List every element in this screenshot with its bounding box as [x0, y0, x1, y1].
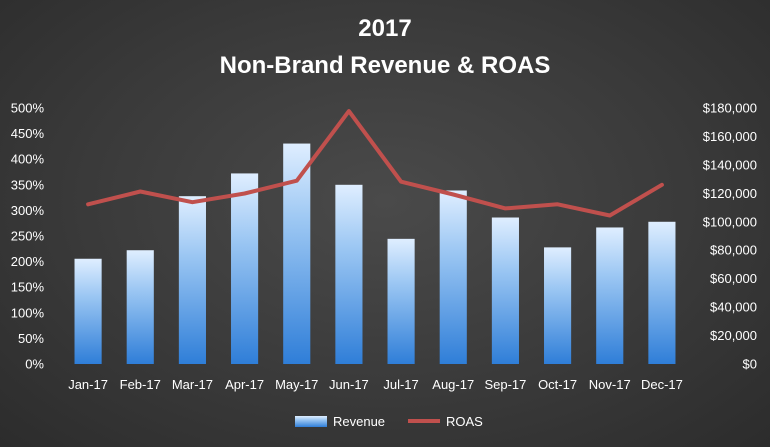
revenue-bar	[283, 143, 311, 364]
revenue-bar	[387, 238, 415, 364]
left-axis-ticks: 0% 50% 100% 150% 200% 250% 300% 350% 400% 450% 500…	[11, 101, 45, 372]
revenue-bar	[335, 184, 363, 364]
x-axis-tick-label: Apr-17	[225, 377, 264, 392]
x-axis-tick-label: Jan-17	[68, 377, 108, 392]
left-axis-tick-label: 0%	[25, 357, 44, 372]
revenue-bar	[126, 250, 154, 364]
x-axis-ticks: Jan-17 Feb-17 Mar-17 Apr-17 May-17 Jun-17 Jul-…	[68, 377, 683, 392]
left-axis-tick-label: 350%	[11, 177, 45, 192]
left-axis-tick-label: 250%	[11, 229, 45, 244]
chart-subtitle: Non-Brand Revenue & ROAS	[220, 52, 551, 79]
revenue-bar	[648, 221, 676, 364]
revenue-bar	[231, 173, 259, 364]
left-axis-tick-label: 400%	[11, 152, 45, 167]
left-axis-tick-label: 50%	[18, 331, 44, 346]
legend-label-revenue: Revenue	[333, 414, 385, 429]
revenue-bar	[491, 217, 519, 364]
revenue-bar	[544, 247, 572, 364]
legend-swatch-revenue	[295, 416, 327, 427]
revenue-bar	[74, 258, 102, 364]
x-axis-tick-label: Dec-17	[641, 377, 683, 392]
right-axis-tick-label: $20,000	[710, 328, 757, 343]
x-axis-tick-label: Sep-17	[484, 377, 526, 392]
right-axis-tick-label: $80,000	[710, 243, 757, 258]
revenue-bar	[178, 196, 206, 364]
right-axis-tick-label: $0	[743, 357, 757, 372]
x-axis-tick-label: Mar-17	[172, 377, 213, 392]
revenue-bar	[439, 190, 467, 364]
roas-line-layer	[86, 109, 664, 218]
left-axis-tick-label: 500%	[11, 101, 45, 116]
right-axis-tick-label: $120,000	[703, 186, 757, 201]
x-axis-tick-label: Nov-17	[589, 377, 631, 392]
x-axis-tick-label: Jul-17	[383, 377, 418, 392]
left-axis-tick-label: 300%	[11, 203, 45, 218]
right-axis-tick-label: $100,000	[703, 214, 757, 229]
roas-line	[86, 109, 664, 218]
right-axis-tick-label: $160,000	[703, 129, 757, 144]
left-axis-tick-label: 100%	[11, 305, 45, 320]
x-axis-tick-label: May-17	[275, 377, 318, 392]
legend-label-roas: ROAS	[446, 414, 483, 429]
left-axis-tick-label: 450%	[11, 126, 45, 141]
revenue-bars	[74, 143, 676, 364]
x-axis-tick-label: Jun-17	[329, 377, 369, 392]
x-axis-tick-label: Feb-17	[120, 377, 161, 392]
right-axis-tick-label: $140,000	[703, 157, 757, 172]
right-axis-ticks: $0 $20,000 $40,000 $60,000 $80,000 $100,000 $1…	[703, 101, 757, 372]
x-axis-tick-label: Aug-17	[432, 377, 474, 392]
right-axis-tick-label: $60,000	[710, 271, 757, 286]
chart-title: 2017	[358, 15, 411, 42]
left-axis-tick-label: 150%	[11, 280, 45, 295]
right-axis-tick-label: $40,000	[710, 300, 757, 315]
revenue-bar	[596, 227, 624, 364]
legend: Revenue ROAS	[295, 414, 483, 429]
right-axis-tick-label: $180,000	[703, 101, 757, 116]
left-axis-tick-label: 200%	[11, 254, 45, 269]
x-axis-tick-label: Oct-17	[538, 377, 577, 392]
